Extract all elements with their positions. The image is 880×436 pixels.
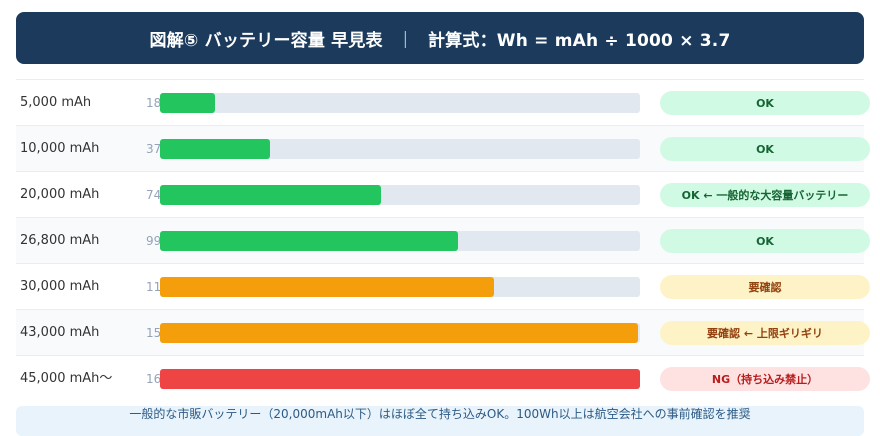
chart-row: 30,000 mAh 11 要確認 bbox=[16, 263, 870, 309]
bar bbox=[160, 323, 638, 343]
status-badge: OK bbox=[660, 91, 870, 115]
wh-value-label: 74 bbox=[146, 188, 160, 202]
category-label: 43,000 mAh bbox=[20, 325, 100, 340]
bar-track bbox=[160, 139, 640, 159]
bar-track bbox=[160, 231, 640, 251]
chart-row: 5,000 mAh 18 OK bbox=[16, 79, 870, 125]
bar bbox=[160, 369, 640, 389]
chart-row: 20,000 mAh 74 OK ← 一般的な大容量バッテリー bbox=[16, 171, 870, 217]
status-badge: OK bbox=[660, 229, 870, 253]
bar-chart: 5,000 mAh 18 OK 10,000 mAh 37 OK 20,000 mAh 74 O… bbox=[16, 79, 870, 401]
footer-note: 一般的な市販バッテリー（20,000mAh以下）はほぼ全て持ち込みOK。100W… bbox=[16, 406, 864, 436]
chart-header: 図解⑤ バッテリー容量 早見表 ｜ 計算式：Wh = mAh ÷ 1000 × … bbox=[16, 12, 864, 64]
category-label: 26,800 mAh bbox=[20, 233, 100, 248]
chart-row: 45,000 mAh〜 16 NG（持ち込み禁止） bbox=[16, 355, 870, 401]
chart-row: 26,800 mAh 99 OK bbox=[16, 217, 870, 263]
bar-track bbox=[160, 323, 640, 343]
category-label: 20,000 mAh bbox=[20, 187, 100, 202]
wh-value-label: 18 bbox=[146, 96, 160, 110]
bar bbox=[160, 93, 215, 113]
category-label: 45,000 mAh〜 bbox=[20, 371, 113, 386]
category-label: 5,000 mAh bbox=[20, 95, 92, 110]
bar-track bbox=[160, 369, 640, 389]
wh-value-label: 99 bbox=[146, 234, 160, 248]
status-badge: OK bbox=[660, 137, 870, 161]
category-label: 10,000 mAh bbox=[20, 141, 100, 156]
bar-track bbox=[160, 93, 640, 113]
bar bbox=[160, 231, 458, 251]
bar bbox=[160, 139, 270, 159]
status-badge: OK ← 一般的な大容量バッテリー bbox=[660, 183, 870, 207]
chart-row: 10,000 mAh 37 OK bbox=[16, 125, 870, 171]
formula-label: 計算式：Wh = mAh ÷ 1000 × 3.7 bbox=[427, 30, 731, 51]
bar bbox=[160, 277, 494, 297]
bar-track bbox=[160, 185, 640, 205]
header-separator: ｜ bbox=[396, 30, 414, 51]
chart-title: 図解⑤ バッテリー容量 早見表 bbox=[149, 30, 383, 51]
bar-track bbox=[160, 277, 640, 297]
wh-value-label: 16 bbox=[146, 372, 160, 386]
chart-row: 43,000 mAh 15 要確認 ← 上限ギリギリ bbox=[16, 309, 870, 355]
wh-value-label: 11 bbox=[146, 280, 160, 294]
status-badge: 要確認 ← 上限ギリギリ bbox=[660, 321, 870, 345]
status-badge: NG（持ち込み禁止） bbox=[660, 367, 870, 391]
status-badge: 要確認 bbox=[660, 275, 870, 299]
wh-value-label: 15 bbox=[146, 326, 160, 340]
category-label: 30,000 mAh bbox=[20, 279, 100, 294]
bar bbox=[160, 185, 381, 205]
wh-value-label: 37 bbox=[146, 142, 160, 156]
